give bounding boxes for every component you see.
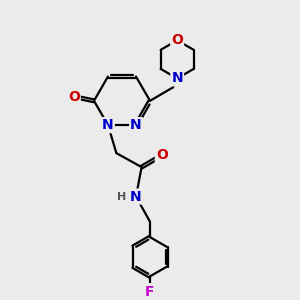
Text: N: N xyxy=(130,190,142,203)
Text: H: H xyxy=(117,191,126,202)
Text: N: N xyxy=(130,118,142,132)
Text: N: N xyxy=(171,71,183,85)
Text: O: O xyxy=(156,148,168,162)
Text: F: F xyxy=(145,285,155,299)
Text: N: N xyxy=(102,118,114,132)
Text: O: O xyxy=(68,90,80,104)
Text: O: O xyxy=(171,33,183,47)
